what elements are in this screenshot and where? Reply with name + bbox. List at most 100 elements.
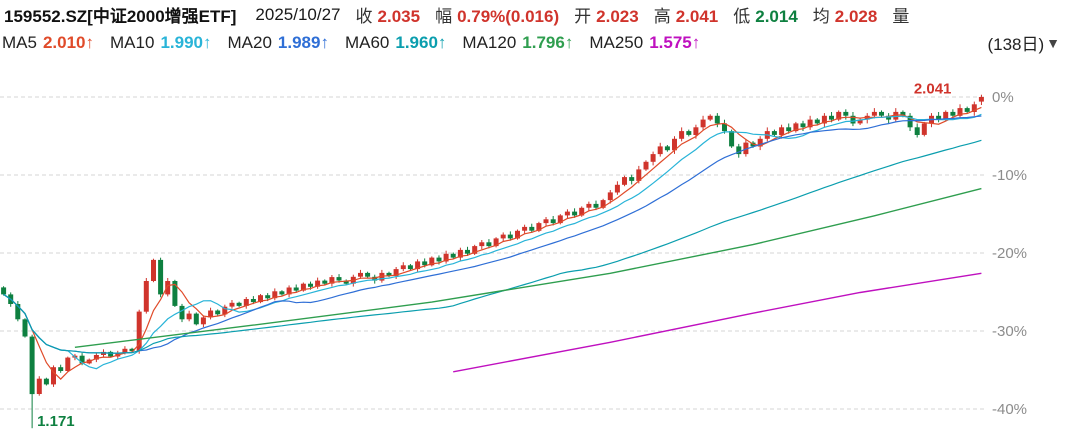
ma60-value: 1.960↑ — [395, 32, 447, 52]
field-average-value: 2.028 — [834, 7, 878, 26]
candle-body — [793, 123, 799, 132]
candle-body — [336, 277, 342, 281]
ma20-label: MA20 — [227, 32, 272, 52]
candle-body — [515, 230, 520, 239]
candle-body — [657, 146, 663, 155]
y-axis-tick-label: -10% — [992, 167, 1027, 184]
field-high: 高 2.041 — [654, 2, 719, 27]
candle-body — [51, 367, 56, 385]
candle-body — [622, 177, 627, 185]
candle-body — [900, 111, 906, 116]
range-selector[interactable]: (138日) ▼ — [987, 30, 1066, 55]
candle-body — [136, 311, 142, 352]
candle-body — [614, 184, 620, 193]
instrument-title: 159552.SZ[中证2000增强ETF] — [4, 7, 237, 26]
candle-body — [200, 317, 206, 325]
candle-body — [714, 115, 720, 124]
candle-body — [450, 253, 456, 258]
candle-body — [443, 253, 449, 262]
candle-body — [843, 111, 849, 116]
candle-body — [871, 111, 877, 116]
candle-body — [529, 226, 535, 231]
candle-body — [522, 226, 528, 231]
candle-body — [500, 234, 506, 239]
ma250-value: 1.575↑ — [649, 32, 701, 52]
candle-body — [343, 280, 349, 284]
ma5-legend: MA5 2.010↑ — [2, 33, 94, 53]
candle-body — [258, 295, 263, 303]
candle-body — [978, 97, 984, 102]
candle-body — [265, 295, 271, 299]
candle-body — [108, 351, 114, 357]
candle-body — [921, 123, 927, 135]
candle-body — [786, 127, 792, 132]
candle-body — [536, 223, 542, 231]
candle-body — [829, 115, 834, 120]
candle-body — [436, 257, 442, 262]
candle-body — [743, 142, 749, 155]
candle-body — [600, 200, 606, 208]
y-axis-tick-label: 0% — [992, 89, 1014, 106]
candle-body — [293, 287, 299, 291]
candle-body — [564, 211, 570, 216]
candle-body — [543, 219, 549, 224]
candle-body — [886, 115, 892, 120]
candle-body — [243, 299, 249, 306]
candle-body — [215, 310, 221, 315]
candlestick-chart-canvas[interactable]: 0% -10% -20% -30% -40% 2.041 1.171 — [0, 55, 1066, 443]
candle-body — [971, 104, 977, 112]
field-average-label: 均 — [812, 7, 830, 26]
ma-line-MA10 — [3, 113, 982, 370]
field-open-value: 2.023 — [596, 7, 639, 26]
ma-line-MA60 — [3, 139, 982, 354]
candle-body — [315, 280, 321, 287]
candle-body — [122, 348, 128, 353]
candle-body — [629, 177, 635, 181]
field-volume: 量 — [892, 2, 909, 27]
candle-body — [43, 378, 49, 385]
candle-body — [643, 161, 649, 170]
field-open-label: 开 — [574, 7, 592, 26]
ma-line-MA20 — [3, 115, 982, 354]
low-price-label: 1.171 — [37, 413, 75, 430]
candle-body — [322, 280, 328, 284]
candle-body — [429, 257, 435, 266]
ma5-label: MA5 — [2, 32, 37, 52]
quote-header: 159552.SZ[中证2000增强ETF] 2025/10/27 收 2.03… — [4, 2, 1066, 27]
candle-body — [465, 249, 470, 254]
field-low: 低 2.014 — [733, 2, 798, 27]
candle-body — [279, 291, 285, 295]
candle-body — [15, 304, 21, 320]
ma10-label: MA10 — [110, 32, 155, 52]
ma20-legend: MA20 1.989↑ — [227, 33, 328, 53]
field-low-value: 2.014 — [755, 7, 798, 26]
candle-body — [964, 108, 970, 112]
candle-body — [914, 127, 920, 135]
candle-body — [93, 355, 99, 360]
candle-body — [393, 269, 399, 276]
candle-body — [771, 131, 777, 135]
field-change-label: 幅 — [435, 7, 453, 26]
ma60-label: MA60 — [344, 32, 390, 52]
candle-body — [729, 131, 735, 147]
candle-body — [472, 246, 478, 254]
candle-body — [907, 115, 913, 128]
ma120-value: 1.796↑ — [522, 32, 574, 52]
candle-body — [22, 319, 28, 337]
candle-body — [850, 115, 856, 124]
candle-body — [836, 111, 842, 120]
candle-body — [400, 265, 406, 270]
candle-body — [664, 146, 670, 151]
field-high-value: 2.041 — [675, 7, 719, 26]
ma5-value: 2.010↑ — [42, 32, 95, 52]
candle-body — [272, 291, 278, 299]
candle-body — [329, 277, 335, 284]
candle-body — [486, 242, 492, 247]
candle-body — [186, 313, 192, 320]
candle-body — [879, 111, 884, 116]
ma10-value: 1.990↑ — [160, 32, 212, 52]
candle-body — [636, 169, 642, 181]
field-close-value: 2.035 — [377, 7, 421, 26]
candlestick-chart[interactable]: 0% -10% -20% -30% -40% 2.041 1.171 — [0, 55, 1066, 443]
